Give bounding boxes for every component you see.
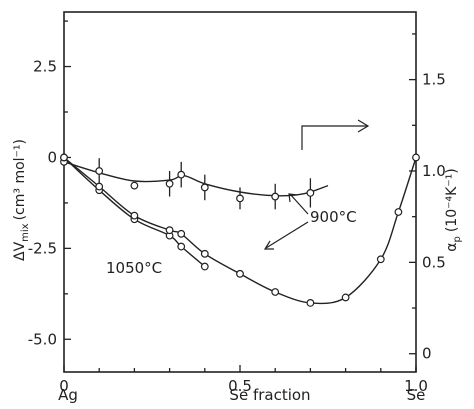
arrow-900-to-lower xyxy=(265,221,309,249)
data-point-dv_1050 xyxy=(95,182,104,191)
left-y-axis-title: ΔVmix(cm³ mol⁻¹) xyxy=(12,139,31,261)
x-tick-label: 0.5 xyxy=(228,377,252,395)
series-curve-dv_1050 xyxy=(63,156,417,305)
left-y-tick-label: 2.5 xyxy=(33,58,57,76)
series-curves xyxy=(63,156,417,305)
axis-ticks: 0 0.5 1.0 2.5 0 -2.5 -5.0 1.5 1.0 0.5 0 xyxy=(28,20,446,395)
data-point-alpha_900 xyxy=(200,183,209,192)
data-point-dv_1050 xyxy=(177,229,186,238)
left-y-tick-label: 0 xyxy=(47,148,57,166)
data-point-alpha_900 xyxy=(306,189,315,197)
x-end-label-ag: Ag xyxy=(58,386,78,404)
data-point-dv_900 xyxy=(200,262,209,271)
right-axis-pointer-arrow xyxy=(301,125,368,150)
data-markers xyxy=(60,153,420,307)
arrowhead-900-upper xyxy=(288,193,298,203)
right-y-axis-title: αp(10⁻⁴K⁻¹) xyxy=(444,168,463,252)
data-point-dv_1050 xyxy=(271,288,280,296)
data-point-dv_900 xyxy=(177,242,186,251)
data-point-alpha_900 xyxy=(271,192,280,201)
right-y-tick-label: 1.0 xyxy=(422,162,446,180)
data-point-alpha_900 xyxy=(95,167,104,175)
data-point-alpha_900 xyxy=(236,194,244,203)
data-point-dv_1050 xyxy=(412,153,420,162)
x-end-label-se: Se xyxy=(407,386,426,404)
series-curve-alpha_900 xyxy=(63,161,329,197)
arrowhead-900-lower xyxy=(263,240,274,250)
data-point-dv_1050 xyxy=(376,255,385,264)
arrow-900-to-upper xyxy=(289,193,309,215)
data-point-alpha_900 xyxy=(177,170,186,179)
data-point-alpha_900 xyxy=(130,181,139,190)
right-y-tick-label: 1.5 xyxy=(422,71,446,89)
data-point-dv_1050 xyxy=(165,226,174,235)
right-y-tick-label: 0 xyxy=(422,345,432,363)
left-y-tick-label: -5.0 xyxy=(28,330,57,348)
data-point-dv_1050 xyxy=(394,208,403,216)
data-point-dv_1050 xyxy=(130,211,139,220)
data-point-dv_1050 xyxy=(236,269,244,278)
x-tick-label: 1.0 xyxy=(404,377,428,395)
data-point-alpha_900 xyxy=(165,179,174,188)
right-y-tick-label: 0.5 xyxy=(422,253,446,271)
data-point-dv_1050 xyxy=(306,299,315,307)
data-point-dv_1050 xyxy=(60,153,68,162)
left-y-tick-label: -2.5 xyxy=(28,239,57,257)
data-point-dv_1050 xyxy=(200,249,209,258)
data-point-dv_1050 xyxy=(341,293,350,302)
x-axis-title: Se fraction xyxy=(229,386,310,404)
right-axis-pointer-head xyxy=(357,119,370,133)
x-tick-label: 0 xyxy=(59,377,69,395)
annotation-900c: 900°C xyxy=(310,208,357,226)
annotation-1050c: 1050°C xyxy=(106,259,162,277)
